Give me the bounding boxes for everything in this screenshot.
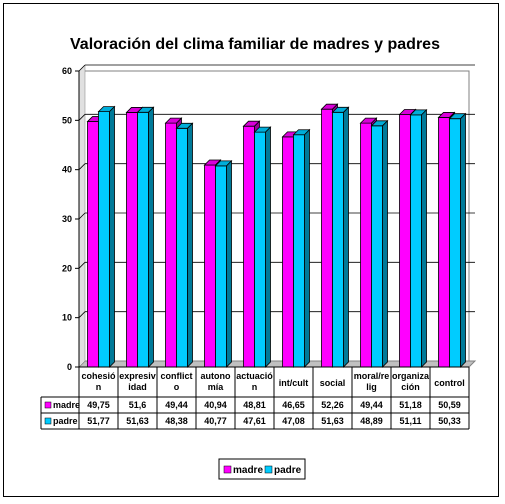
- data-label: 40,77: [204, 416, 227, 426]
- bar-side: [265, 126, 271, 368]
- category-label: cohesió n: [81, 371, 116, 392]
- plot-area: 0 10 20 30 40 50 60: [62, 64, 477, 372]
- legend-label: madre: [233, 465, 263, 476]
- bar-front: [204, 164, 216, 368]
- bar-front: [176, 127, 188, 368]
- data-label: 48,89: [360, 416, 383, 426]
- bar-front: [293, 134, 305, 368]
- legend-swatch-madre: [223, 465, 232, 474]
- bar-side: [109, 105, 115, 368]
- bar-padre-6: [331, 106, 350, 368]
- bar-side: [148, 106, 154, 368]
- bar-front: [332, 111, 344, 368]
- y-tick-label: 50: [62, 115, 72, 125]
- legend-label: padre: [274, 465, 302, 476]
- data-label: 48,38: [165, 416, 188, 426]
- bar-front: [371, 125, 383, 368]
- chart-frame: Valoración del clima familiar de madres …: [3, 3, 499, 497]
- y-tick-label: 0: [67, 362, 72, 372]
- data-label: 48,81: [243, 400, 266, 410]
- y-tick-label: 40: [62, 165, 72, 175]
- bar-front: [254, 131, 266, 368]
- bar-padre-5: [292, 128, 311, 368]
- bar-padre-1: [136, 106, 155, 368]
- category-label: actuació n: [236, 371, 273, 392]
- chart-title: Valoración del clima familiar de madres …: [70, 36, 440, 53]
- bar-front: [449, 118, 461, 368]
- data-label: 51,77: [87, 416, 110, 426]
- y-tick-label: 60: [62, 66, 72, 76]
- bar-side: [187, 122, 193, 368]
- bar-front: [410, 114, 422, 368]
- data-label: 49,44: [360, 400, 383, 410]
- bar-front: [360, 122, 372, 368]
- bar-front: [98, 111, 110, 368]
- category-label: social: [320, 378, 346, 388]
- bar-padre-4: [253, 126, 272, 368]
- data-label: 47,61: [243, 416, 266, 426]
- data-label: 52,26: [321, 400, 344, 410]
- bar-padre-8: [409, 108, 428, 368]
- legend-swatch-padre: [264, 465, 273, 474]
- bar-padre-3: [214, 159, 233, 368]
- data-label: 51,63: [126, 416, 149, 426]
- gridline-depth: [78, 64, 86, 72]
- bar-front: [87, 121, 99, 368]
- bar-front: [321, 108, 333, 368]
- category-label: expresiv idad: [119, 371, 156, 392]
- data-label: 49,44: [165, 400, 188, 410]
- category-label: int/cult: [279, 378, 309, 388]
- row-name: padre: [53, 416, 78, 426]
- bar-side: [382, 119, 388, 368]
- gridline-depth: [78, 262, 86, 269]
- data-label: 51,18: [399, 400, 422, 410]
- data-label: 51,6: [129, 400, 147, 410]
- gridline-depth: [78, 114, 86, 121]
- bar-side: [304, 128, 310, 368]
- data-label: 50,59: [438, 400, 461, 410]
- data-label: 50,33: [438, 416, 461, 426]
- category-label: autono mía: [201, 371, 231, 392]
- bar-side: [226, 159, 232, 368]
- y-tick-label: 10: [62, 313, 72, 323]
- data-label: 46,65: [282, 400, 305, 410]
- data-label: 51,11: [399, 416, 421, 426]
- legend: madre padre: [218, 458, 306, 480]
- bar-side: [460, 112, 466, 368]
- chart: Valoración del clima familiar de madres …: [40, 36, 477, 480]
- gridline-depth: [78, 311, 86, 318]
- y-tick-label: 30: [62, 214, 72, 224]
- bar-side: [421, 108, 427, 368]
- category-label: control: [434, 378, 465, 388]
- legend-box: [218, 458, 306, 480]
- category-label: conflict o: [160, 371, 192, 392]
- data-label: 49,75: [87, 400, 110, 410]
- data-label: 40,94: [204, 400, 227, 410]
- bar-front: [126, 112, 138, 368]
- data-label: 47,08: [282, 416, 305, 426]
- gridline-depth: [78, 163, 86, 170]
- bar-side: [343, 106, 349, 368]
- bar-front: [399, 114, 411, 368]
- bar-front: [165, 122, 177, 368]
- bar-front: [137, 111, 149, 368]
- y-tick-label: 20: [62, 263, 72, 273]
- gridline-depth: [78, 212, 86, 220]
- category-label: organiza ción: [392, 371, 430, 392]
- bar-padre-7: [370, 119, 389, 368]
- row-name: madre: [53, 400, 80, 410]
- bar-front: [215, 165, 227, 368]
- bar-padre-2: [175, 122, 194, 368]
- data-label: 51,63: [321, 416, 344, 426]
- category-label: moral/re lig: [354, 371, 390, 392]
- bar-front: [438, 117, 450, 368]
- bar-padre-0: [97, 105, 116, 368]
- row-key-madre: [44, 401, 52, 409]
- bar-padre-9: [448, 112, 467, 368]
- bar-front: [282, 136, 294, 368]
- bar-front: [243, 125, 255, 368]
- row-key-padre: [44, 417, 52, 425]
